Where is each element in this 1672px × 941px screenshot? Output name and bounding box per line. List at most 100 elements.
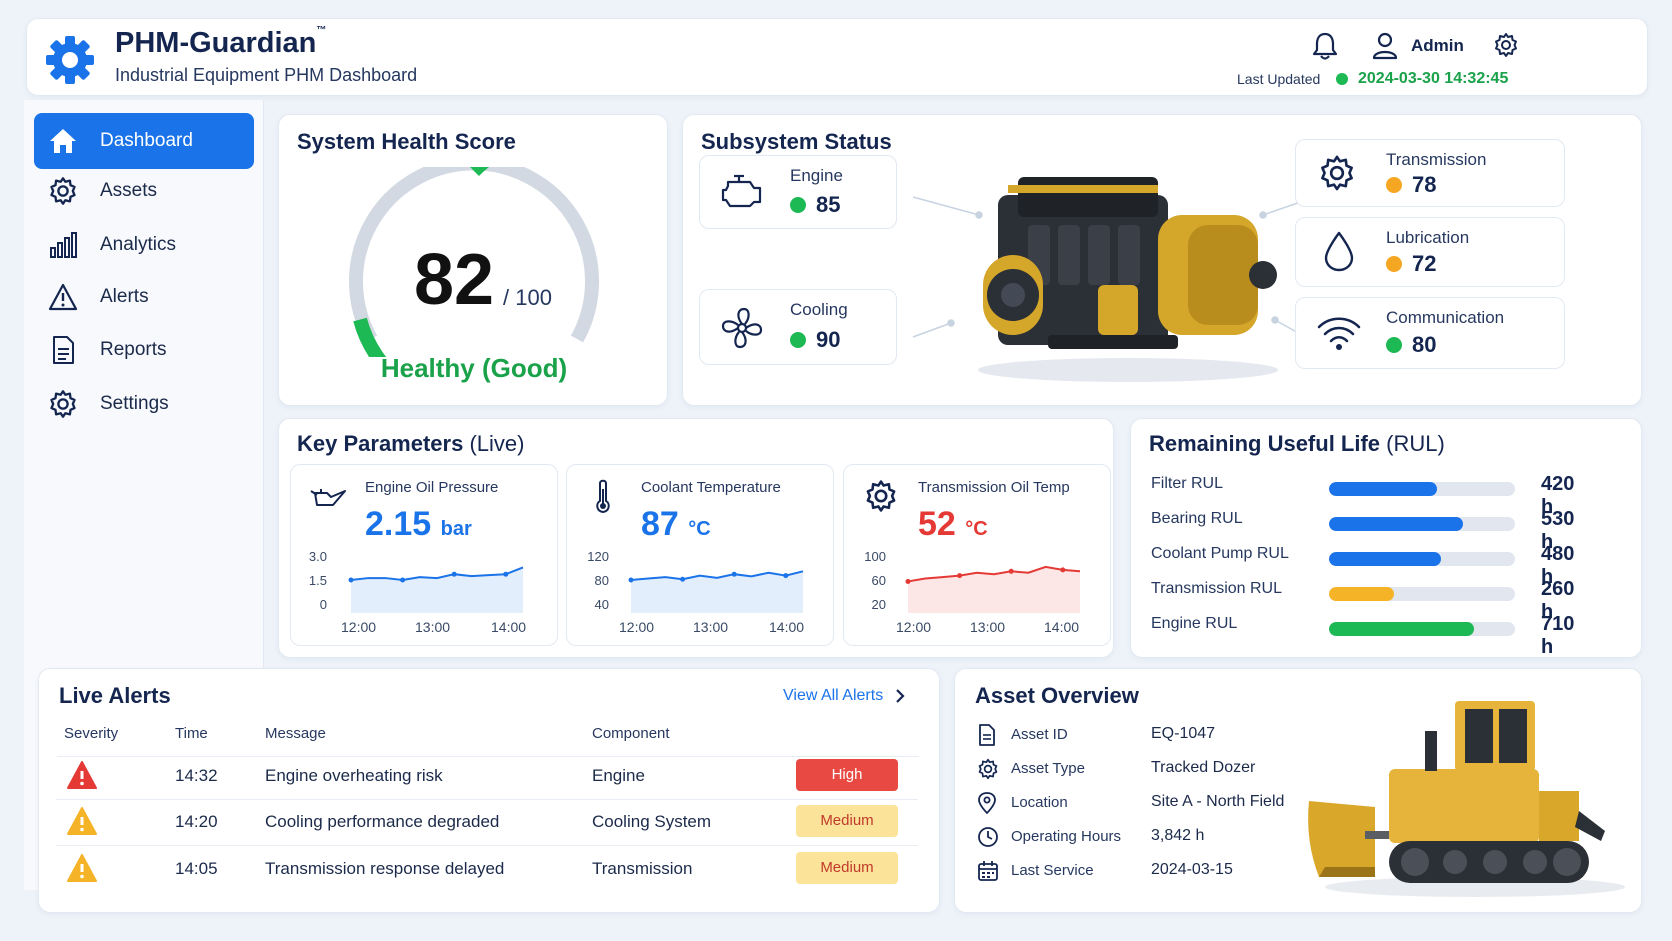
- health-status: Healthy (Good): [380, 353, 568, 383]
- chevron-right-icon: [896, 689, 905, 703]
- rul-bar: [1329, 587, 1515, 601]
- sidebar-item-assets[interactable]: Assets: [34, 163, 254, 219]
- rul-value: 420 h: [1541, 473, 1575, 518]
- sparkline-series-line: [907, 565, 1081, 583]
- sparkline-point: [680, 576, 686, 582]
- rul-bar-fill: [1329, 587, 1395, 601]
- param-coolant-temperature[interactable]: Coolant Temperature 87 °C 120 80 40 12:0…: [566, 464, 834, 646]
- clock-icon: [978, 827, 998, 847]
- table-row[interactable]: 14:32 Engine overheating risk Engine Hig…: [56, 754, 918, 800]
- y-tick-label: 3.0: [308, 549, 327, 564]
- subsystem-lubrication[interactable]: Lubrication 72: [1295, 217, 1565, 287]
- subsystem-value: 90: [790, 327, 840, 353]
- wifi-icon: [1317, 317, 1361, 350]
- sparkline-point: [731, 571, 737, 577]
- last-updated-value: 2024-03-30 14:32:45: [1358, 70, 1509, 87]
- rul-bar-fill: [1329, 552, 1441, 566]
- column-header-severity: Severity: [64, 725, 119, 742]
- app-subtitle: Industrial Equipment PHM Dashboard: [115, 65, 418, 85]
- document-icon: [53, 336, 74, 364]
- health-score-card: System Health Score 82 / 100 Healthy (Go…: [278, 114, 668, 406]
- sparkline-series-line: [630, 570, 804, 581]
- sidebar-item-settings[interactable]: Settings: [34, 376, 254, 432]
- sidebar-item-reports[interactable]: Reports: [34, 322, 254, 378]
- app-name: PHM-Guardian™: [115, 25, 327, 59]
- sparkline-area: [908, 566, 1080, 613]
- top-bar: PHM-Guardian™ Industrial Equipment PHM D…: [26, 18, 1648, 96]
- param-transmission-oil-temp[interactable]: Transmission Oil Temp 52 °C 100 60 20 12…: [843, 464, 1111, 646]
- sidebar-item-label: Alerts: [100, 286, 149, 307]
- rul-row: Filter RUL 420 h: [1151, 471, 1591, 518]
- rul-row: Bearing RUL 530 h: [1151, 506, 1591, 553]
- sparkline-series-line: [350, 566, 524, 582]
- engine-illustration: [978, 177, 1278, 382]
- alert-message: Transmission response delayed: [265, 859, 505, 878]
- rul-value: 480 h: [1541, 543, 1575, 588]
- sidebar-item-label: Settings: [100, 393, 169, 414]
- alerts-table-header: [57, 719, 919, 757]
- x-tick-label: 12:00: [341, 619, 377, 635]
- warning-icon: [48, 283, 78, 311]
- bell-icon[interactable]: [1311, 31, 1339, 61]
- settings-gear-icon[interactable]: [1493, 32, 1519, 58]
- param-engine-oil-pressure[interactable]: Engine Oil Pressure 2.15 bar 3.0 1.5 0 1…: [290, 464, 558, 646]
- y-tick-label: 20: [871, 597, 886, 612]
- subsystem-name: Transmission: [1386, 150, 1487, 169]
- alert-component: Engine: [592, 766, 645, 785]
- key-parameters-title: Key Parameters (Live): [297, 431, 525, 456]
- thermometer-icon: [596, 479, 610, 513]
- dozer-illustration: [1308, 701, 1625, 897]
- rul-card: Remaining Useful Life (RUL) Filter RUL 4…: [1130, 418, 1642, 658]
- health-score-value: 82: [414, 240, 495, 320]
- x-tick-label: 14:00: [1044, 619, 1080, 635]
- sidebar-item-label: Analytics: [100, 234, 177, 255]
- subsystem-value: 85: [790, 192, 840, 218]
- sparkline-chart: [905, 565, 1081, 613]
- health-score-title: System Health Score: [297, 129, 516, 154]
- asset-key: Location: [1011, 794, 1068, 811]
- column-header-time: Time: [175, 725, 208, 742]
- param-value: 87 °C: [641, 505, 711, 543]
- rul-label: Transmission RUL: [1151, 580, 1282, 597]
- y-tick-label: 60: [871, 573, 886, 588]
- location-pin-icon: [978, 792, 996, 814]
- subsystem-name: Cooling: [790, 300, 848, 319]
- sidebar-item-analytics[interactable]: Analytics: [34, 217, 254, 273]
- subsystem-name: Engine: [790, 166, 843, 185]
- subsystem-engine[interactable]: Engine 85: [699, 155, 897, 229]
- subsystem-cooling[interactable]: Cooling 90: [699, 289, 897, 365]
- alert-time: 14:20: [175, 812, 218, 831]
- x-tick-label: 14:00: [491, 619, 527, 635]
- subsystem-transmission[interactable]: Transmission 78: [1295, 139, 1565, 207]
- status-dot: [790, 332, 806, 348]
- gear-icon: [978, 758, 998, 780]
- asset-value: Site A - North Field: [1151, 793, 1285, 810]
- view-all-alerts-link[interactable]: View All Alerts: [783, 687, 905, 705]
- table-row[interactable]: 14:20 Cooling performance degraded Cooli…: [56, 800, 918, 846]
- user-icon[interactable]: [1371, 31, 1399, 61]
- live-alerts-title: Live Alerts: [59, 683, 171, 708]
- y-tick-label: 120: [587, 549, 609, 564]
- subsystem-status-card: Subsystem Status Engine 85: [682, 114, 1642, 406]
- sparkline-point: [1008, 568, 1014, 574]
- x-tick-label: 12:00: [619, 619, 655, 635]
- sidebar-item-label: Dashboard: [100, 130, 193, 151]
- severity-badge: High: [796, 759, 898, 791]
- table-row[interactable]: 14:05 Transmission response delayed Tran…: [56, 847, 918, 893]
- column-header-message: Message: [265, 725, 326, 742]
- subsystem-communication[interactable]: Communication 80: [1295, 297, 1565, 369]
- rul-bar-fill: [1329, 622, 1475, 636]
- asset-key: Last Service: [1011, 862, 1094, 879]
- subsystem-value: 80: [1386, 332, 1436, 358]
- gear-icon: [50, 177, 76, 205]
- asset-value: 2024-03-15: [1151, 861, 1233, 878]
- rul-bar: [1329, 552, 1515, 566]
- status-dot: [1386, 256, 1402, 272]
- sidebar-item-dashboard[interactable]: Dashboard: [34, 113, 254, 169]
- alert-component: Transmission: [592, 859, 693, 878]
- sparkline-point: [628, 577, 634, 583]
- user-name[interactable]: Admin: [1411, 36, 1464, 55]
- sparkline-point: [1060, 567, 1066, 573]
- x-tick-label: 13:00: [970, 619, 1006, 635]
- sidebar-item-alerts[interactable]: Alerts: [34, 269, 254, 325]
